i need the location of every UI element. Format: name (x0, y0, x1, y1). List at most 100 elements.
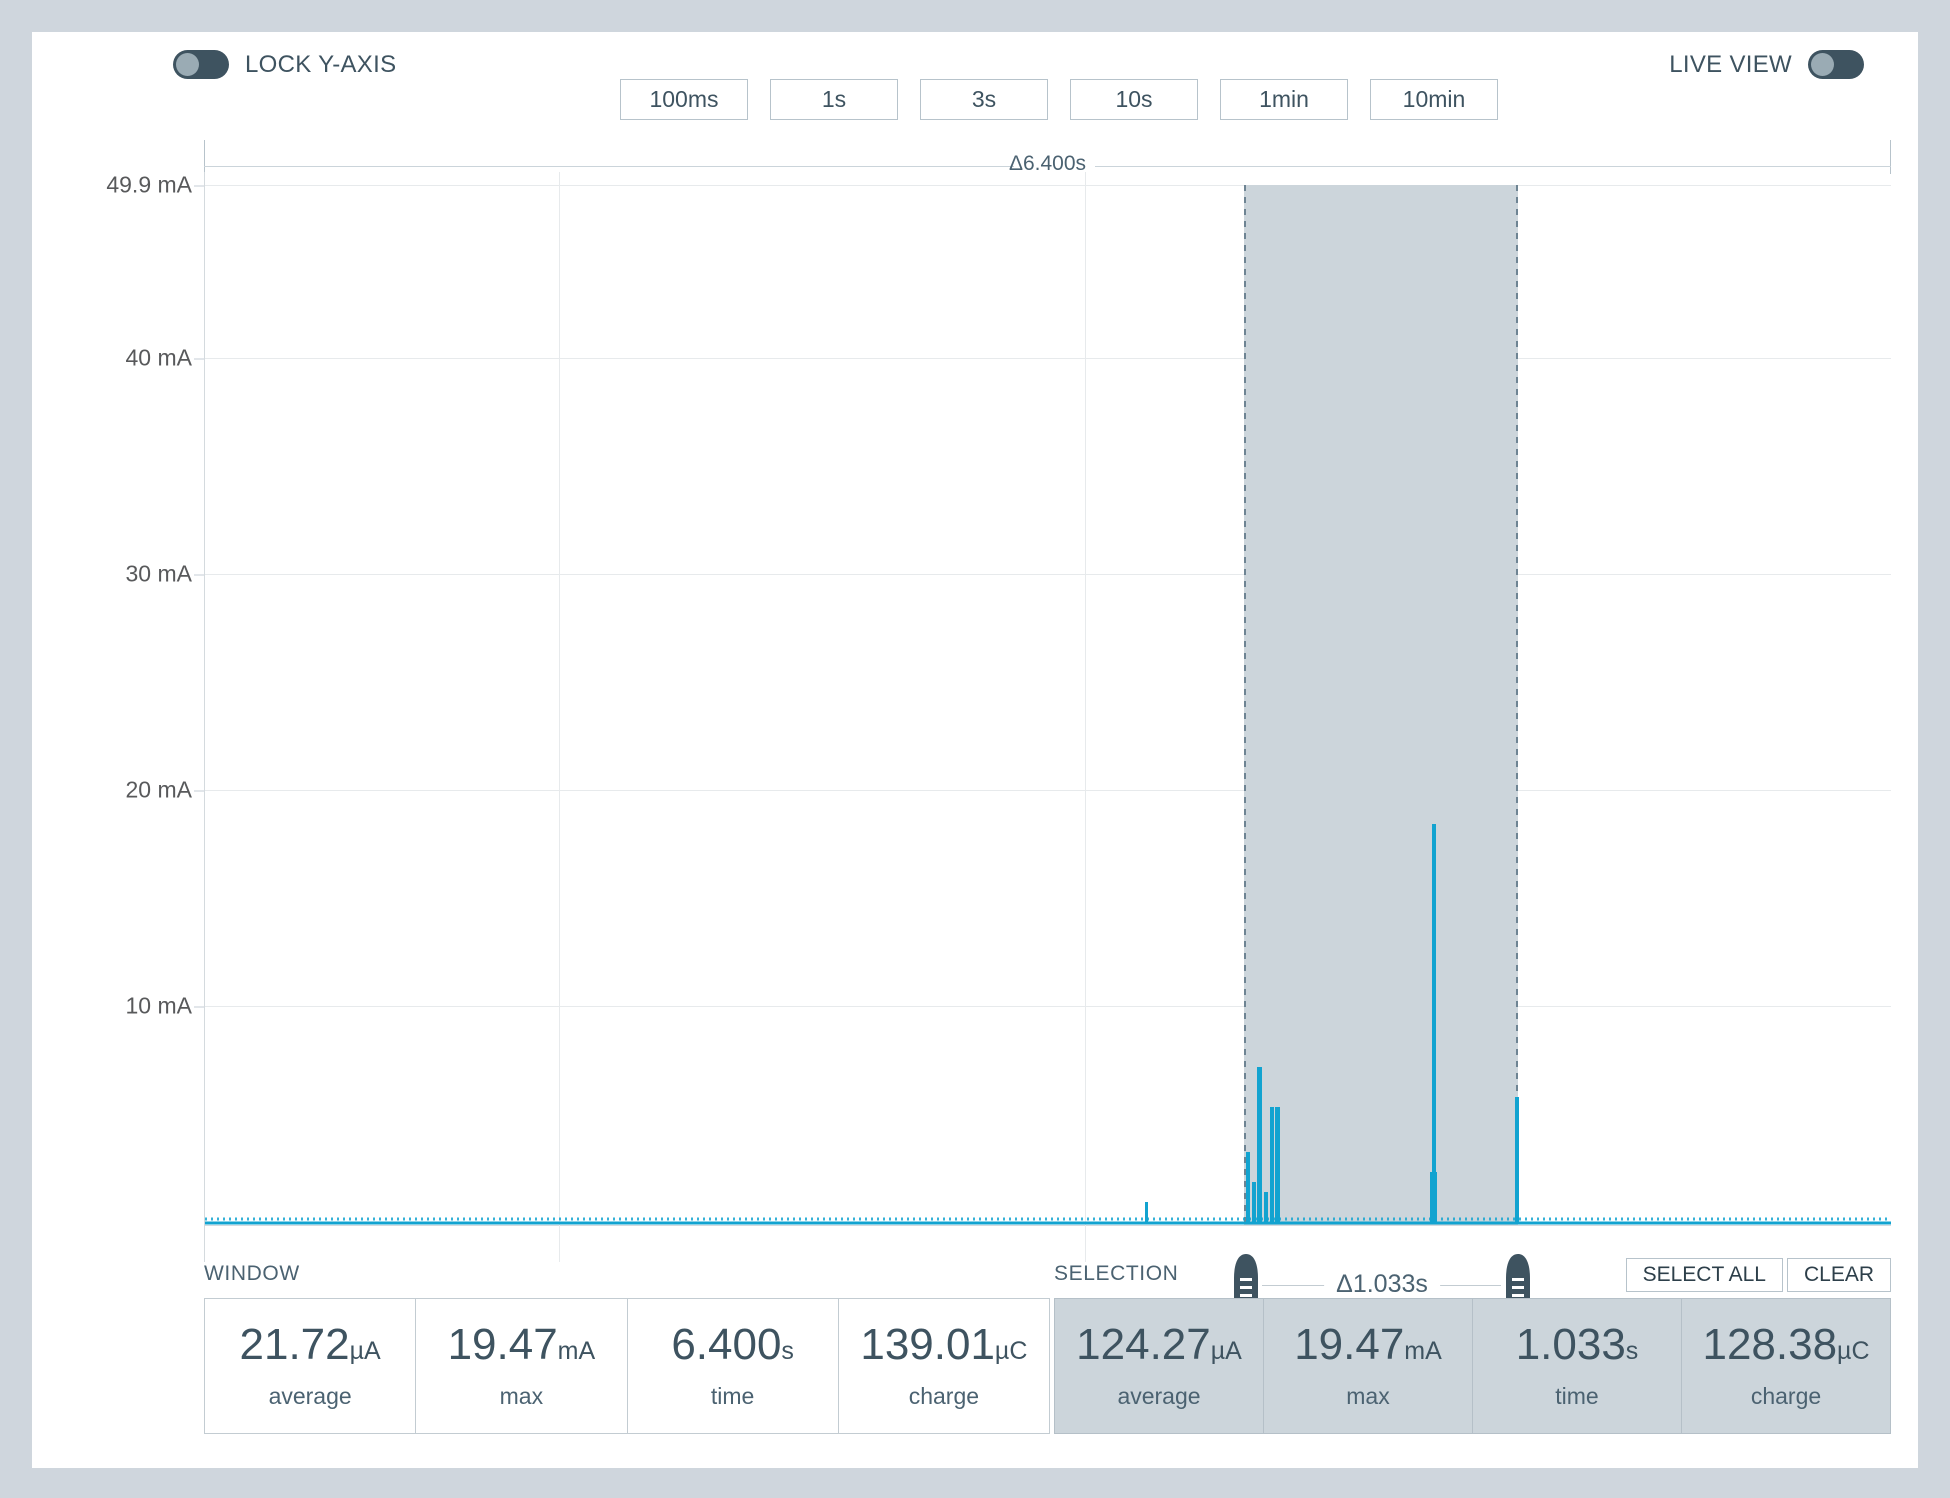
window-span-ruler: Δ6.400s (204, 140, 1891, 176)
selection-max-value: 19.47mA (1294, 1319, 1442, 1369)
selection-average-number: 124.27 (1076, 1319, 1211, 1369)
window-charge-label: charge (908, 1382, 980, 1409)
gridline-h-30 (204, 574, 1891, 575)
selection-charge-number: 128.38 (1702, 1319, 1838, 1369)
y-tick-40: 40 mA (125, 344, 205, 371)
lock-y-axis-label: LOCK Y-AXIS (245, 50, 397, 78)
plot-area[interactable] (204, 172, 1891, 1262)
window-time-value: 6.400s (671, 1319, 794, 1369)
stats-row: WINDOW 21.72µA average 19.47mA max 6.400… (32, 1258, 1918, 1442)
window-charge-unit: µC (994, 1336, 1028, 1365)
window-average-number: 21.72 (239, 1319, 350, 1369)
selection-average-unit: µA (1210, 1336, 1242, 1365)
selection-time-value: 1.033s (1515, 1319, 1639, 1369)
selection-edge-start[interactable] (1244, 185, 1246, 1225)
power-profiler-app: LOCK Y-AXIS 100ms 1s 3s 10s 1min 10min L… (32, 32, 1918, 1468)
y-axis: 49.9 mA 40 mA 30 mA 20 mA 10 mA (32, 171, 205, 1262)
y-tick-30: 30 mA (125, 560, 205, 587)
selection-max-number: 19.47 (1294, 1319, 1405, 1369)
window-stats-panel: WINDOW 21.72µA average 19.47mA max 6.400… (204, 1262, 1050, 1434)
live-view-toggle-group: LIVE VIEW (1669, 50, 1864, 79)
selection-handle-start[interactable] (1231, 1254, 1261, 1312)
lock-y-axis-toggle-group: LOCK Y-AXIS (173, 50, 396, 79)
window-stat-time: 6.400s time (628, 1299, 839, 1433)
selection-stats-panel: SELECTION SELECT ALL CLEAR 124.27µA aver… (1054, 1258, 1891, 1434)
window-ruler-end-cap (1890, 140, 1891, 174)
window-charge-value: 139.01µC (860, 1319, 1028, 1369)
selection-stat-cards: 124.27µA average 19.47mA max 1.033s time… (1054, 1298, 1891, 1434)
window-ruler-line-right (1094, 166, 1891, 167)
live-view-toggle[interactable] (1808, 50, 1864, 79)
selection-panel-header: SELECTION SELECT ALL CLEAR (1054, 1258, 1891, 1298)
gridline-h-10 (204, 1006, 1891, 1007)
selection-charge-value: 128.38µC (1702, 1319, 1870, 1369)
clear-button[interactable]: CLEAR (1786, 1258, 1891, 1292)
selection-charge-unit: µC (1837, 1336, 1870, 1365)
selection-average-value: 124.27µA (1076, 1319, 1242, 1369)
y-tick-20: 20 mA (125, 776, 205, 803)
time-button-10s[interactable]: 10s (1070, 79, 1198, 120)
selection-ruler-line-right (1409, 1285, 1501, 1286)
current-trace (205, 824, 1891, 1225)
time-button-100ms[interactable]: 100ms (620, 79, 748, 120)
selection-panel-title: SELECTION (1054, 1262, 1179, 1285)
gridline-h-20 (204, 790, 1891, 791)
toggle-knob-icon (176, 53, 199, 76)
time-range-buttons: 100ms 1s 3s 10s 1min 10min (620, 79, 1498, 120)
window-average-label: average (268, 1382, 352, 1409)
window-max-unit: mA (557, 1336, 596, 1365)
toolbar: LOCK Y-AXIS 100ms 1s 3s 10s 1min 10min L… (32, 32, 1918, 120)
window-panel-header: WINDOW (204, 1262, 1050, 1298)
window-time-label: time (710, 1382, 755, 1409)
window-average-unit: µA (349, 1336, 381, 1365)
window-time-number: 6.400 (671, 1319, 782, 1369)
window-average-value: 21.72µA (239, 1319, 381, 1369)
selection-ruler-line-left (1262, 1285, 1357, 1286)
window-stat-cards: 21.72µA average 19.47mA max 6.400s time … (204, 1298, 1050, 1434)
window-charge-number: 139.01 (860, 1319, 995, 1369)
gridline-h-40 (204, 358, 1891, 359)
selection-stat-charge: 128.38µC charge (1682, 1299, 1890, 1433)
selection-band[interactable] (1244, 185, 1518, 1225)
gridline-h-baseline (204, 1225, 1891, 1226)
time-button-1min[interactable]: 1min (1220, 79, 1348, 120)
selection-handle-row: Δ1.033s (204, 1254, 1891, 1316)
chart: 49.9 mA 40 mA 30 mA 20 mA 10 mA (32, 172, 1918, 1262)
y-axis-line (204, 172, 205, 1262)
selection-time-label: time (1555, 1382, 1599, 1409)
window-max-value: 19.47mA (447, 1319, 596, 1369)
selection-panel-actions: SELECT ALL CLEAR (1625, 1258, 1891, 1292)
selection-edge-end[interactable] (1516, 185, 1518, 1225)
selection-stat-average: 124.27µA average (1055, 1299, 1264, 1433)
window-stat-max: 19.47mA max (416, 1299, 628, 1433)
toggle-knob-icon (1811, 53, 1834, 76)
selection-max-unit: mA (1404, 1336, 1442, 1365)
window-max-label: max (499, 1382, 544, 1409)
selection-time-unit: s (1625, 1336, 1639, 1365)
gridline-h-49-9 (204, 185, 1891, 186)
lock-y-axis-toggle[interactable] (173, 50, 229, 79)
selection-charge-label: charge (1750, 1382, 1822, 1409)
y-tick-49-9: 49.9 mA (106, 171, 204, 198)
selection-time-number: 1.033 (1515, 1319, 1626, 1369)
select-all-button[interactable]: SELECT ALL (1625, 1258, 1783, 1292)
window-stat-charge: 139.01µC charge (839, 1299, 1049, 1433)
window-stat-average: 21.72µA average (205, 1299, 417, 1433)
window-ruler-start-cap (204, 140, 205, 174)
window-duration-label: Δ6.400s (1008, 152, 1087, 175)
window-time-unit: s (781, 1336, 794, 1365)
time-button-3s[interactable]: 3s (920, 79, 1048, 120)
window-max-number: 19.47 (447, 1319, 558, 1369)
time-button-1s[interactable]: 1s (770, 79, 898, 120)
selection-max-label: max (1346, 1382, 1390, 1409)
selection-average-label: average (1117, 1382, 1201, 1409)
selection-stat-time: 1.033s time (1473, 1299, 1682, 1433)
time-button-10min[interactable]: 10min (1370, 79, 1498, 120)
window-panel-title: WINDOW (204, 1262, 300, 1285)
live-view-label: LIVE VIEW (1669, 50, 1792, 78)
selection-handle-end[interactable] (1503, 1254, 1533, 1312)
selection-duration-label: Δ1.033s (1324, 1270, 1440, 1299)
window-ruler-line-left (204, 166, 1014, 167)
y-tick-10: 10 mA (125, 992, 205, 1019)
gridline-v-2 (1085, 172, 1086, 1262)
